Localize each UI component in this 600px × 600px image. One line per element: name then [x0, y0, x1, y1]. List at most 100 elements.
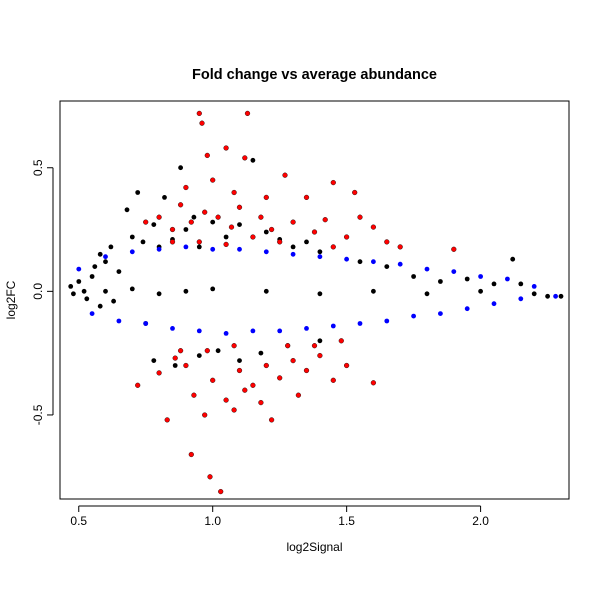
- data-point: [172, 355, 178, 361]
- data-point: [371, 259, 376, 265]
- data-point: [397, 244, 403, 250]
- data-point: [202, 412, 208, 418]
- data-point: [384, 239, 390, 245]
- data-point: [250, 157, 256, 163]
- data-point: [207, 474, 213, 480]
- data-point: [204, 348, 210, 354]
- data-point: [218, 489, 224, 495]
- data-point: [344, 362, 350, 369]
- data-point: [295, 392, 302, 398]
- data-point: [210, 219, 216, 225]
- data-point: [330, 377, 336, 383]
- data-point: [183, 288, 189, 294]
- data-point: [344, 256, 349, 262]
- data-point: [210, 286, 216, 292]
- y-tick-label: 0.5: [31, 159, 45, 176]
- data-point: [424, 266, 430, 272]
- data-point: [68, 284, 74, 289]
- data-point: [491, 281, 497, 287]
- data-point: [545, 293, 550, 299]
- data-point: [183, 227, 189, 232]
- data-point: [231, 189, 237, 196]
- data-point: [244, 110, 251, 117]
- data-point: [330, 244, 336, 250]
- data-point: [290, 358, 296, 364]
- data-point: [424, 291, 430, 297]
- data-point: [71, 291, 76, 297]
- data-point: [285, 343, 291, 349]
- data-point: [156, 291, 162, 297]
- data-point: [210, 377, 216, 383]
- data-point: [263, 229, 269, 235]
- data-point: [491, 301, 497, 307]
- data-point: [143, 219, 149, 225]
- data-point: [397, 261, 403, 267]
- data-point: [303, 367, 310, 374]
- data-point: [478, 288, 483, 294]
- data-point: [188, 219, 194, 225]
- data-point: [317, 353, 323, 359]
- data-point: [269, 417, 275, 423]
- data-point: [140, 239, 146, 245]
- x-tick-label: 1.0: [204, 514, 221, 528]
- data-point: [338, 338, 344, 344]
- data-point: [438, 311, 443, 316]
- data-point: [411, 274, 416, 279]
- data-point: [290, 219, 296, 225]
- data-point: [304, 326, 309, 331]
- plot-frame: [59, 100, 570, 500]
- data-point: [135, 190, 141, 195]
- data-point: [263, 288, 269, 294]
- data-point: [178, 348, 184, 354]
- data-point: [263, 194, 269, 201]
- data-point: [228, 224, 235, 230]
- data-point: [352, 189, 358, 196]
- data-point: [505, 276, 510, 282]
- data-point: [156, 214, 162, 220]
- data-point: [103, 254, 108, 260]
- data-point: [81, 288, 87, 294]
- data-point: [196, 110, 202, 117]
- data-point: [89, 274, 95, 279]
- data-point: [317, 249, 323, 255]
- data-point: [156, 370, 162, 376]
- data-point: [97, 303, 103, 309]
- data-point: [357, 259, 363, 265]
- data-point: [162, 195, 167, 200]
- data-point: [143, 321, 149, 326]
- data-point: [242, 387, 248, 393]
- data-point: [370, 224, 377, 230]
- data-point: [223, 145, 229, 151]
- data-point: [231, 343, 237, 349]
- y-tick-label: 0.0: [31, 283, 45, 300]
- data-point: [317, 254, 323, 260]
- data-point: [250, 382, 256, 388]
- data-point: [451, 246, 457, 252]
- data-points: [68, 110, 564, 495]
- data-point: [76, 266, 82, 272]
- data-point: [558, 293, 564, 299]
- data-point: [196, 239, 202, 245]
- data-point: [242, 155, 248, 161]
- data-point: [322, 217, 328, 223]
- data-point: [370, 380, 377, 386]
- data-point: [210, 246, 216, 252]
- data-point: [317, 338, 323, 344]
- data-point: [277, 239, 283, 245]
- data-point: [169, 226, 176, 233]
- data-point: [384, 264, 390, 269]
- data-point: [223, 241, 229, 248]
- data-point: [215, 348, 221, 354]
- data-point: [290, 244, 296, 250]
- data-point: [108, 244, 114, 250]
- data-point: [169, 239, 176, 245]
- data-point: [196, 353, 202, 358]
- data-point: [518, 296, 524, 302]
- data-point: [170, 326, 175, 331]
- data-point: [258, 214, 264, 220]
- data-point: [178, 202, 184, 208]
- data-point: [111, 298, 116, 304]
- data-point: [215, 214, 221, 220]
- x-axis: 0.5 1.0 1.5 2.0: [70, 505, 489, 528]
